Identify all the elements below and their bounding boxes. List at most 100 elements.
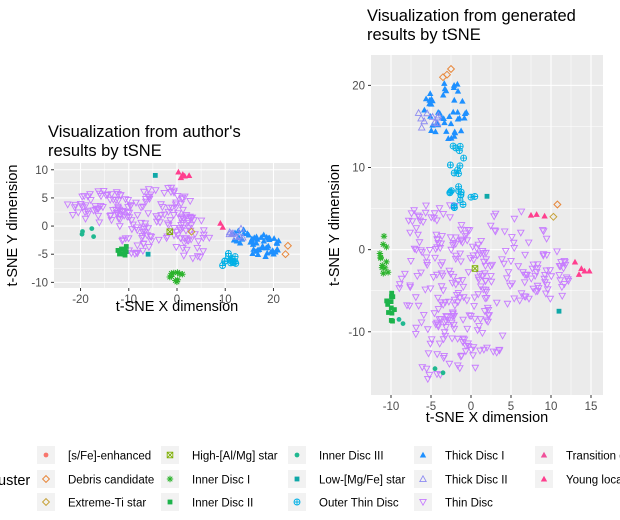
thin-disc-point <box>177 213 186 221</box>
thin-disc-point <box>446 234 455 242</box>
thin-disc-point <box>139 240 148 248</box>
thin-disc-point <box>412 324 421 332</box>
x-tick-label: 10 <box>219 294 232 306</box>
thick-disc-ii-point <box>428 112 437 120</box>
thin-disc-point <box>507 234 516 242</box>
thin-disc-point <box>459 283 468 292</box>
inner-disc-ii-point <box>123 244 129 249</box>
thin-disc-point <box>542 267 551 275</box>
thin-disc-point <box>187 222 196 230</box>
thin-disc-point <box>470 294 479 302</box>
thin-disc-point <box>406 257 415 266</box>
thin-disc-point <box>133 250 142 258</box>
thin-disc-point <box>465 312 474 320</box>
thin-disc-point <box>395 285 404 293</box>
thick-disc-i-point <box>262 253 269 259</box>
data-points <box>63 168 293 286</box>
thin-disc-point <box>138 247 147 256</box>
thin-disc-point <box>462 297 471 305</box>
thin-disc-point <box>434 240 443 248</box>
thin-disc-point <box>427 336 436 344</box>
inner-disc-ii-point <box>389 290 395 296</box>
y-tick-label: 0 <box>42 221 48 233</box>
thin-disc-point <box>407 210 416 218</box>
thin-disc-point <box>451 255 460 264</box>
thin-disc-point <box>205 234 214 243</box>
thin-disc-point <box>509 239 518 247</box>
inner-disc-i-point <box>383 243 390 251</box>
thick-disc-ii-point <box>423 109 432 117</box>
x-tick-label: -5 <box>426 401 436 413</box>
young-local-disc-point <box>586 267 593 274</box>
thick-disc-i-point <box>422 95 430 102</box>
thin-disc-point <box>463 237 472 245</box>
thin-disc-point <box>419 311 428 320</box>
thin-disc-point <box>437 270 446 278</box>
thin-disc-point <box>410 245 419 253</box>
thin-disc-point <box>86 197 95 205</box>
thin-disc-point <box>520 279 529 287</box>
thin-disc-point <box>539 251 548 259</box>
thin-disc-point <box>534 285 543 293</box>
thin-disc-point <box>414 231 422 239</box>
thick-disc-i-point <box>443 128 450 134</box>
thin-disc-point <box>89 207 98 215</box>
thin-disc-point <box>497 256 506 264</box>
y-tick-label: 10 <box>35 165 48 177</box>
thin-disc-point <box>456 250 465 258</box>
thin-disc-point <box>430 310 439 318</box>
legend-marker <box>41 474 51 484</box>
thin-disc-point <box>562 274 571 282</box>
thin-disc-point <box>177 216 186 224</box>
thin-disc-point <box>418 364 427 372</box>
thin-disc-point <box>541 290 550 298</box>
scatter-panel-1: -20 -10 0 10 20 -10 -5 0 5 10 Visualization from a… <box>5 123 300 315</box>
thin-disc-point <box>508 280 517 288</box>
thin-disc-point <box>86 191 94 199</box>
thin-disc-point <box>157 201 165 209</box>
thin-disc-point <box>106 213 114 221</box>
thin-disc-point <box>414 302 423 310</box>
legend-item: Inner Disc III <box>288 446 384 464</box>
thin-disc-point <box>141 223 150 231</box>
thick-disc-ii-point <box>434 111 443 119</box>
thick-disc-i-point <box>454 108 461 115</box>
thin-disc-point <box>437 316 445 324</box>
x-tick-label: -20 <box>72 294 89 306</box>
inner-disc-i-point <box>380 270 387 277</box>
debris-candidate-point <box>446 64 456 74</box>
thin-disc-point <box>475 271 484 279</box>
thin-disc-point <box>461 230 470 238</box>
thin-disc-point <box>397 275 406 283</box>
thin-disc-point <box>199 234 208 243</box>
thin-disc-point <box>503 300 512 308</box>
inner-disc-i-point <box>378 264 386 271</box>
thin-disc-point <box>446 214 454 222</box>
thick-disc-ii-point <box>235 231 244 239</box>
inner-disc-iii-point <box>432 366 438 372</box>
thick-disc-i-point <box>442 87 450 94</box>
young-local-disc-point <box>571 258 579 265</box>
thin-disc-point <box>432 217 441 225</box>
outer-thin-disc-point <box>467 193 475 201</box>
thin-disc-point <box>466 255 475 263</box>
thin-disc-point <box>527 275 536 283</box>
inner-disc-ii-point <box>389 310 395 316</box>
thin-disc-point <box>160 189 169 198</box>
thin-disc-point <box>461 233 470 241</box>
thin-disc-point <box>471 364 480 372</box>
debris-candidate-point <box>283 241 293 250</box>
thin-disc-point <box>102 192 110 200</box>
thin-disc-point <box>441 299 450 307</box>
outer-thin-disc-point <box>459 201 467 208</box>
thin-disc-point <box>546 267 555 275</box>
thick-disc-ii-point <box>414 108 423 116</box>
inner-disc-ii-point <box>117 251 122 257</box>
thin-disc-point <box>539 252 548 260</box>
young-local-disc-point <box>581 267 588 274</box>
thin-disc-point <box>556 277 565 285</box>
legend-item: Extreme-Ti star <box>37 493 146 511</box>
thin-disc-point <box>440 319 449 327</box>
legend-marker <box>167 499 173 505</box>
young-local-disc-point <box>217 220 224 226</box>
